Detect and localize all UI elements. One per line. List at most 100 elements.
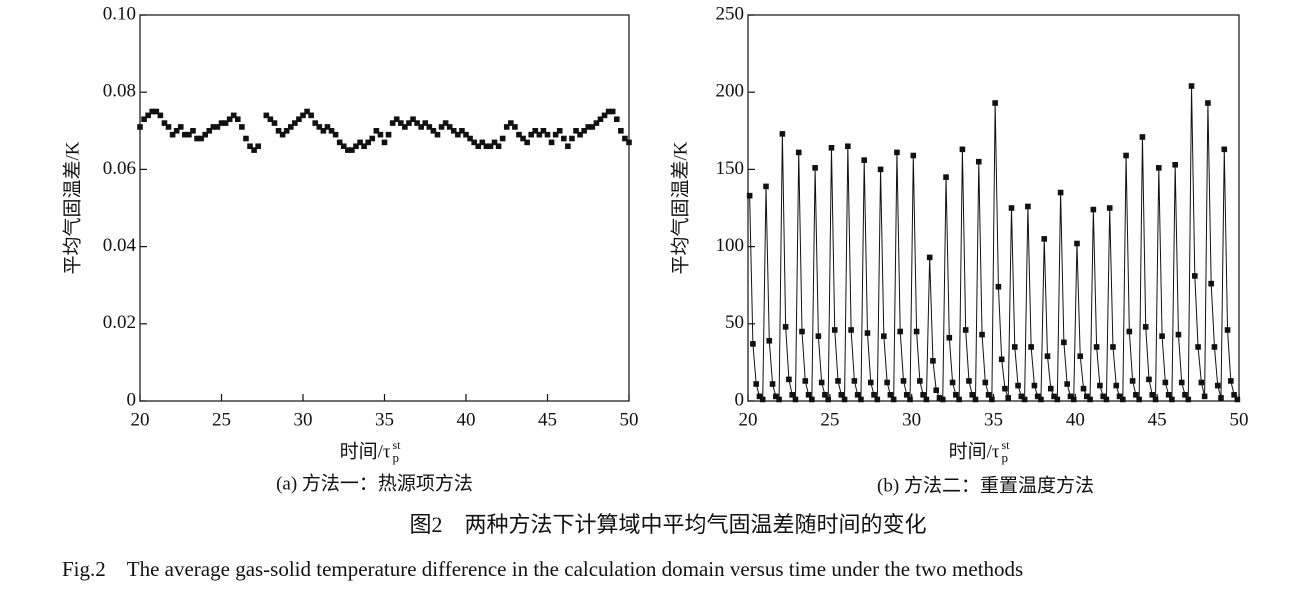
marker <box>1152 396 1159 403</box>
x-axis-label-sub: p <box>1002 450 1009 465</box>
marker <box>540 128 547 134</box>
marker <box>455 131 461 138</box>
marker <box>786 376 792 383</box>
marker <box>802 378 809 384</box>
x-axis-label: 时间/τ <box>340 440 391 462</box>
marker <box>1041 236 1048 242</box>
marker <box>1038 396 1044 403</box>
marker <box>446 124 453 130</box>
x-tick-label: 50 <box>620 409 639 430</box>
marker <box>1097 382 1103 389</box>
marker <box>210 124 217 130</box>
marker <box>296 116 302 123</box>
marker <box>361 143 367 150</box>
marker <box>825 396 831 403</box>
marker <box>573 128 579 134</box>
marker <box>946 334 953 341</box>
x-tick-label: 40 <box>1066 409 1085 430</box>
marker <box>389 120 396 126</box>
marker <box>320 128 327 134</box>
marker <box>536 131 543 138</box>
marker <box>1126 328 1133 335</box>
marker <box>422 120 429 126</box>
marker <box>271 120 278 126</box>
marker <box>585 124 592 130</box>
marker <box>173 128 180 134</box>
marker <box>157 112 164 119</box>
marker <box>312 120 319 126</box>
marker <box>877 166 884 173</box>
marker <box>491 139 498 146</box>
marker <box>463 131 469 138</box>
marker <box>795 149 802 156</box>
marker <box>544 131 551 138</box>
marker <box>287 124 294 130</box>
marker <box>149 108 156 115</box>
marker <box>933 387 940 393</box>
marker <box>841 396 848 403</box>
marker <box>1221 146 1228 153</box>
x-tick-label: 25 <box>212 409 231 430</box>
marker <box>292 120 298 126</box>
marker <box>1195 344 1201 350</box>
marker <box>1080 385 1087 392</box>
marker <box>406 120 412 126</box>
y-tick-label: 0 <box>735 389 745 410</box>
marker <box>792 396 799 403</box>
x-axis-label-sup: st <box>1002 438 1011 452</box>
marker <box>871 392 877 398</box>
marker <box>913 328 920 335</box>
marker <box>267 116 274 123</box>
marker <box>818 379 825 386</box>
marker <box>561 135 567 142</box>
marker <box>1034 393 1041 400</box>
marker <box>894 149 900 156</box>
x-tick-label: 35 <box>375 409 394 430</box>
marker <box>226 116 233 123</box>
marker <box>565 143 571 150</box>
marker <box>206 128 213 134</box>
marker <box>450 128 457 134</box>
marker <box>153 108 160 115</box>
marker <box>982 379 989 386</box>
x-axis-label-sup: st <box>393 438 402 452</box>
marker <box>357 139 363 146</box>
marker <box>251 147 257 153</box>
marker <box>867 379 874 386</box>
marker <box>1028 344 1034 350</box>
marker <box>442 120 449 126</box>
marker <box>377 131 384 138</box>
marker <box>593 120 600 126</box>
marker <box>750 341 756 347</box>
marker <box>874 396 881 403</box>
y-tick-label: 250 <box>716 3 745 24</box>
marker <box>1113 382 1120 389</box>
x-tick-label: 30 <box>294 409 313 430</box>
marker <box>471 139 477 146</box>
marker <box>332 131 339 138</box>
marker <box>198 135 204 142</box>
marker <box>222 120 229 126</box>
marker <box>304 108 310 115</box>
marker <box>328 128 335 134</box>
marker <box>1018 393 1025 400</box>
marker <box>239 124 245 130</box>
marker <box>1008 205 1015 211</box>
marker <box>385 131 392 138</box>
y-tick-label: 0.10 <box>103 3 136 24</box>
y-tick-label: 200 <box>716 81 745 102</box>
y-tick-label: 0.08 <box>103 81 136 102</box>
marker <box>316 124 323 130</box>
marker <box>1214 382 1221 389</box>
marker <box>1205 100 1211 106</box>
marker <box>516 131 522 138</box>
marker <box>626 139 632 146</box>
marker <box>926 254 933 261</box>
marker <box>959 146 966 153</box>
marker <box>430 128 437 134</box>
marker <box>985 392 992 398</box>
marker <box>569 135 575 142</box>
marker <box>1070 396 1077 403</box>
marker <box>373 128 380 134</box>
marker <box>414 120 420 126</box>
